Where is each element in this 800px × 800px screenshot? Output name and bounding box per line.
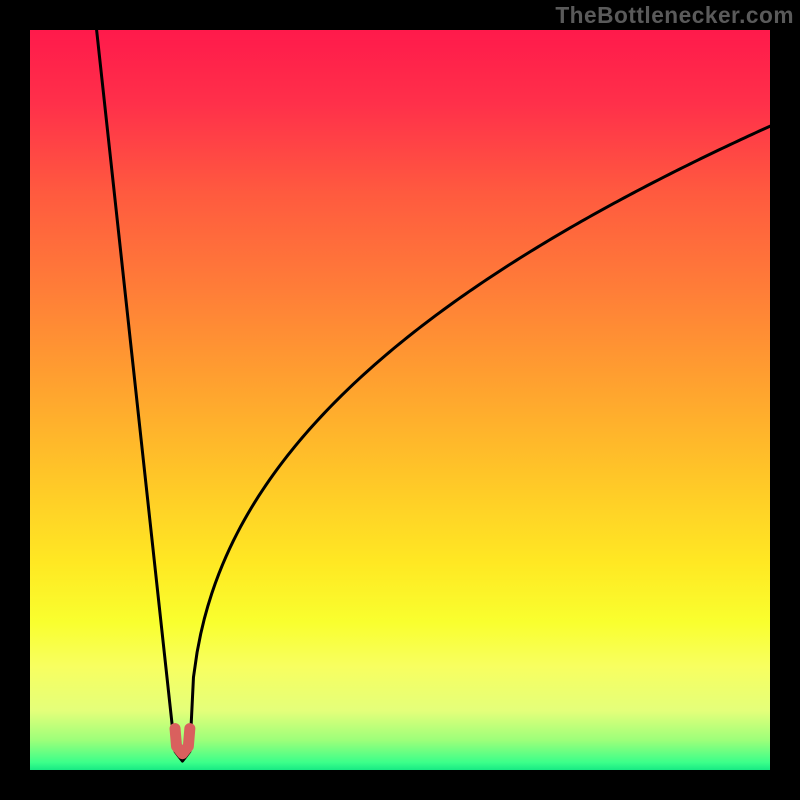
- chart-background-gradient: [30, 30, 770, 770]
- bottleneck-chart: [0, 0, 800, 800]
- chart-container: TheBottlenecker.com: [0, 0, 800, 800]
- watermark-text: TheBottlenecker.com: [555, 2, 794, 29]
